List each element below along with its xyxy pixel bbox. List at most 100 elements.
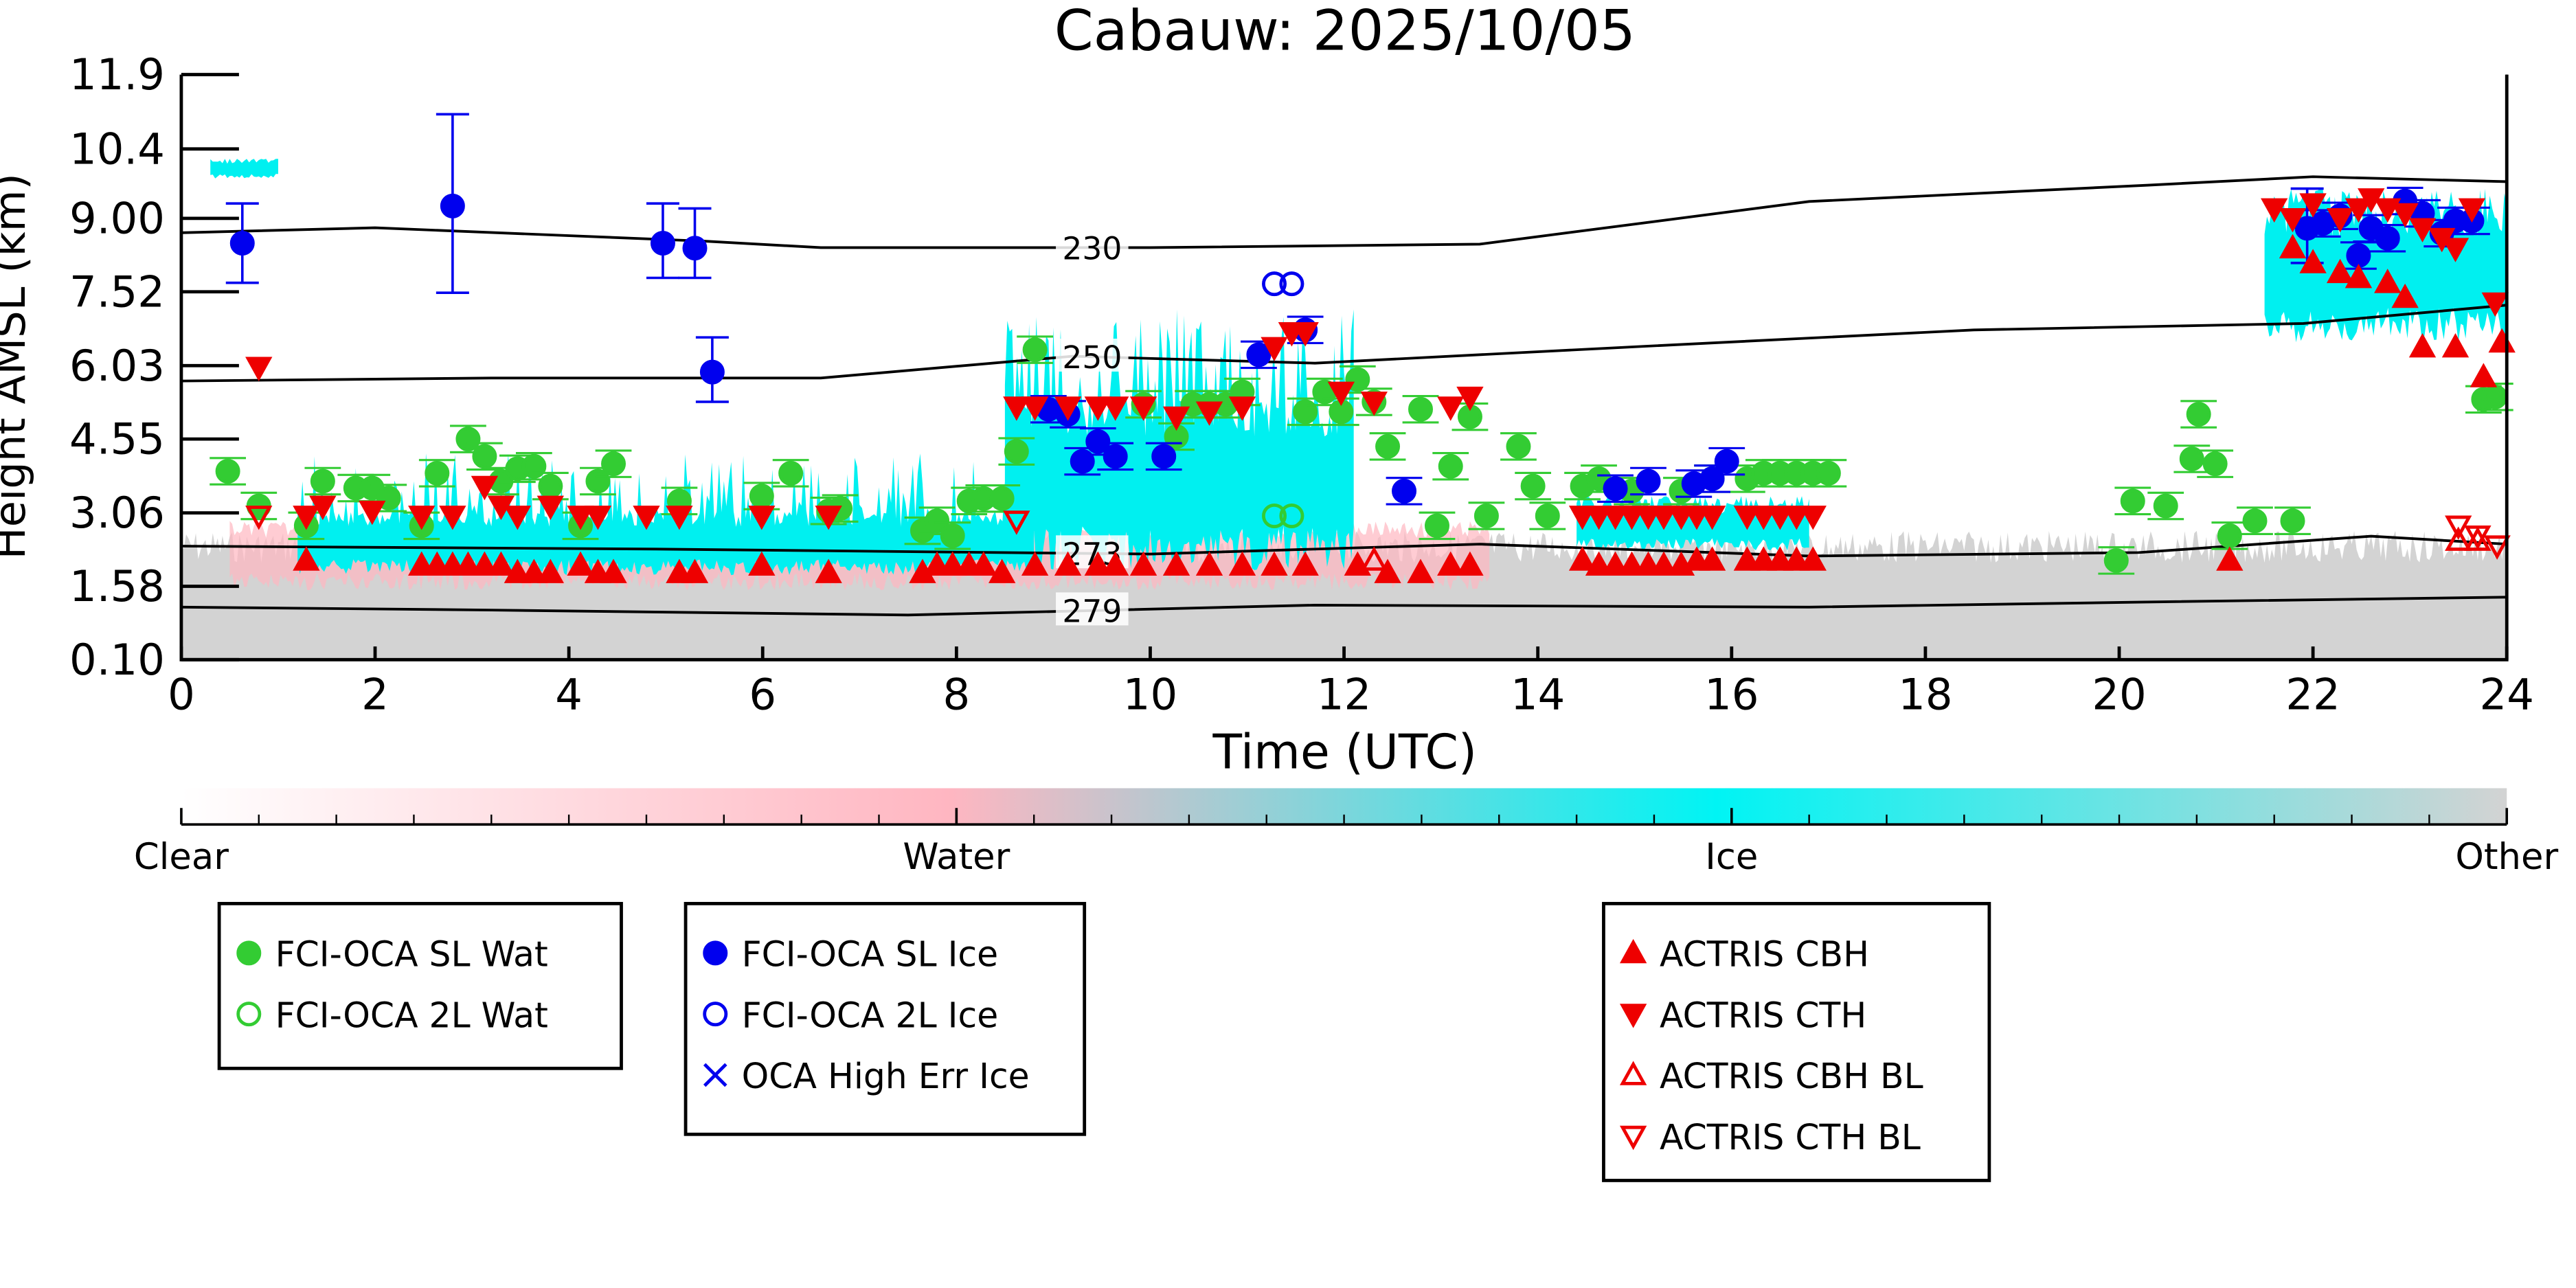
error-bar <box>1630 466 1667 496</box>
data-point-actris-cbh-bl <box>1619 1061 1647 1085</box>
data-point-fci-oca-sl-ice <box>229 230 255 256</box>
data-point-fci-oca-sl-ice <box>2346 243 2371 269</box>
legend-item: FCI-OCA SL Wat <box>236 934 548 975</box>
data-point-actris-cth <box>2391 203 2419 228</box>
data-point-fci-oca-sl-wat <box>2103 547 2129 573</box>
data-point-actris-cbh <box>2299 249 2327 273</box>
data-point-actris-cbh <box>454 551 482 576</box>
data-point-fci-oca-sl-wat <box>521 453 547 479</box>
data-point-actris-cbh <box>988 558 1016 583</box>
data-point-actris-cbh <box>2470 363 2498 387</box>
data-point-fci-oca-sl-wat <box>236 940 262 966</box>
legend-frame <box>217 901 623 1070</box>
error-bar <box>1432 452 1469 481</box>
data-point-actris-cth <box>1683 506 1710 530</box>
data-point-actris-cbh <box>2326 258 2354 284</box>
data-point-fci-oca-sl-wat <box>455 427 481 452</box>
data-point-actris-cth <box>1750 506 1778 530</box>
data-point-actris-cbh <box>423 551 451 576</box>
data-point-actris-cbh <box>1683 546 1710 571</box>
legend-item: ACTRIS CBH <box>1619 934 1869 975</box>
data-point-actris-cth <box>1327 381 1355 407</box>
data-point-actris-cth <box>504 506 532 530</box>
error-bar <box>1017 335 1054 364</box>
data-point-actris-cbh <box>815 558 842 583</box>
data-point-actris-cbh <box>2391 283 2419 308</box>
data-point-actris-cbh <box>1261 551 1288 576</box>
error-bar <box>998 437 1035 466</box>
error-bar <box>2180 400 2217 429</box>
legend-label: FCI-OCA 2L Wat <box>275 995 548 1035</box>
error-bar <box>595 449 632 478</box>
data-points <box>210 113 2516 583</box>
data-point-actris-cth <box>2299 193 2327 218</box>
data-point-fci-oca-sl-wat <box>2120 488 2145 514</box>
data-point-actris-cbh <box>2345 263 2373 289</box>
data-point-actris-cth <box>567 506 594 530</box>
data-point-actris-cth <box>666 506 693 530</box>
data-point-fci-oca-sl-wat <box>2202 451 2228 477</box>
error-bar <box>1597 474 1634 504</box>
data-point-fci-oca-sl-wat <box>310 468 335 494</box>
data-point-actris-cth <box>2441 238 2470 262</box>
error-bar <box>1097 442 1134 471</box>
legend-box-1: FCI-OCA SL Wat FCI-OCA 2L Wat <box>217 901 623 1070</box>
data-point-fci-oca-sl-wat <box>1424 513 1449 539</box>
data-point-actris-cbh-bl <box>2445 526 2472 551</box>
legend-item: ACTRIS CBH BL <box>1619 1056 1923 1096</box>
data-point-actris-cth <box>408 506 436 530</box>
data-point-actris-cbh <box>748 551 776 576</box>
data-point-actris-cth <box>1021 396 1049 421</box>
data-point-actris-cbh <box>487 551 515 576</box>
contour-label-bg <box>1056 592 1129 626</box>
data-point-actris-cbh <box>1228 551 1256 576</box>
data-point-fci-oca-sl-wat <box>1004 439 1029 464</box>
data-point-actris-cbh <box>666 558 693 583</box>
error-bar <box>772 459 809 488</box>
data-point-fci-oca-sl-wat <box>1535 503 1560 528</box>
data-point-fci-oca-sl-ice <box>440 193 465 218</box>
error-bar <box>2147 491 2184 521</box>
x-tick-label: 24 <box>2480 669 2534 719</box>
legend-frame <box>1602 901 1991 1182</box>
data-point-actris-cth <box>245 357 273 381</box>
data-point-actris-cth <box>1456 386 1484 411</box>
data-point-actris-cth <box>1129 396 1157 421</box>
contour-line-273 <box>181 534 2507 558</box>
data-point-fci-oca-sl-wat <box>989 486 1015 511</box>
data-point-actris-cbh <box>1601 551 1629 576</box>
data-point-fci-oca-sl-wat <box>1473 503 1499 528</box>
data-point-actris-cbh <box>504 558 532 583</box>
data-point-fci-oca-sl-ice <box>1246 342 1272 368</box>
data-point-actris-cth-bl <box>1003 510 1030 535</box>
legend-label: FCI-OCA SL Wat <box>275 934 548 975</box>
data-point-fci-oca-sl-ice <box>1085 429 1111 454</box>
data-point-actris-cth <box>1437 396 1465 421</box>
colorbar-label-other: Other <box>2455 836 2558 878</box>
x-tick-label: 6 <box>749 669 776 719</box>
data-point-actris-cth <box>2345 198 2373 223</box>
data-point-actris-cth <box>1650 506 1677 530</box>
data-point-actris-cth <box>1783 506 1810 530</box>
data-point-fci-oca-sl-wat <box>925 508 950 534</box>
data-point-fci-oca-sl-wat <box>778 460 804 486</box>
data-point-fci-oca-sl-ice <box>1603 476 1628 501</box>
contour-label: 279 <box>1062 594 1122 630</box>
data-point-actris-cth <box>1102 396 1129 421</box>
y-axis-label: Height AMSL (km) <box>0 173 35 559</box>
data-point-actris-cth <box>1084 396 1111 421</box>
legend-label: ACTRIS CTH <box>1660 995 1866 1035</box>
legend-item: ACTRIS CTH <box>1619 995 1866 1035</box>
data-point-fci-oca-sl-wat <box>1022 337 1048 363</box>
data-point-actris-cbh <box>536 558 565 583</box>
error-bar <box>2098 546 2135 575</box>
legend-label: ACTRIS CTH BL <box>1660 1117 1921 1157</box>
data-point-fci-oca-sl-wat <box>1293 399 1318 425</box>
y-tick-label: 0.10 <box>69 635 165 685</box>
colorbar-label-clear: Clear <box>134 836 229 878</box>
contour-label: 230 <box>1062 230 1122 267</box>
data-point-actris-cbh <box>2216 546 2244 571</box>
data-point-actris-cbh <box>567 551 594 576</box>
data-point-fci-oca-sl-wat <box>2153 493 2178 519</box>
